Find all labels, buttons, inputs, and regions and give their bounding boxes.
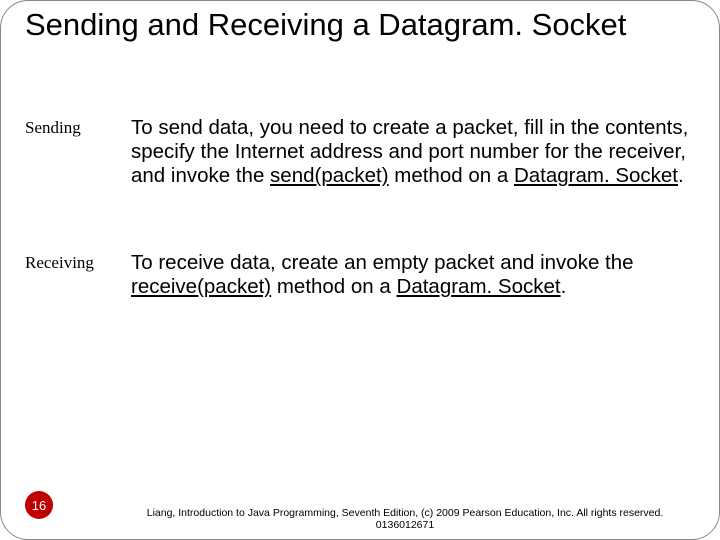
underlined-text: Datagram. Socket [514, 164, 678, 187]
body-text: To receive data, create an empty packet … [131, 251, 634, 274]
section-sending: Sending To send data, you need to create… [25, 116, 697, 189]
body-text: . [678, 164, 684, 187]
body-text: method on a [389, 164, 514, 187]
underlined-text: receive(packet) [131, 275, 271, 298]
section-label-receiving: Receiving [25, 251, 131, 273]
section-receiving: Receiving To receive data, create an emp… [25, 251, 697, 299]
underlined-text: Datagram. Socket [397, 275, 561, 298]
slide-title: Sending and Receiving a Datagram. Socket [25, 7, 685, 44]
underlined-text: send(packet) [270, 164, 389, 187]
body-text: method on a [271, 275, 396, 298]
section-body-receiving: To receive data, create an empty packet … [131, 251, 697, 299]
body-text: . [561, 275, 567, 298]
section-label-sending: Sending [25, 116, 131, 138]
page-number-badge: 16 [25, 491, 53, 519]
section-body-sending: To send data, you need to create a packe… [131, 116, 697, 189]
slide-container: Sending and Receiving a Datagram. Socket… [0, 0, 720, 540]
footer-citation: Liang, Introduction to Java Programming,… [131, 507, 679, 531]
